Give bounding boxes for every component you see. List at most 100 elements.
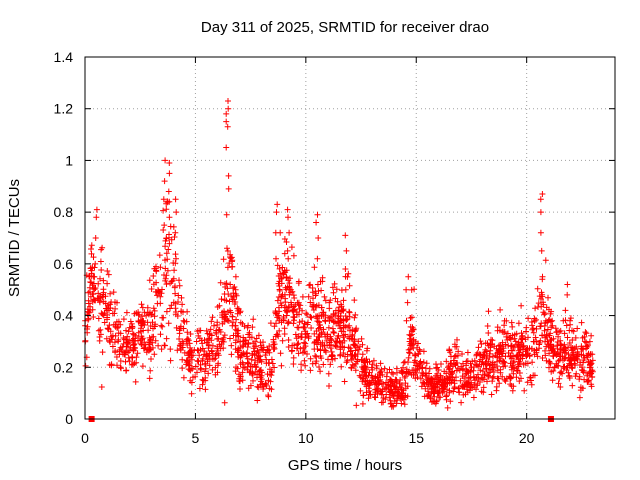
data-point: [317, 368, 324, 375]
x-tick-labels: 0 5 10 15 20: [81, 430, 535, 446]
data-point: [328, 337, 335, 344]
data-point: [159, 323, 166, 330]
data-point: [301, 348, 308, 355]
data-point: [423, 360, 430, 367]
data-point: [537, 337, 544, 344]
data-point: [172, 290, 179, 297]
data-point: [336, 304, 343, 311]
data-point: [443, 393, 450, 400]
y-tick-label: 1: [65, 152, 73, 168]
data-point: [315, 318, 322, 325]
data-point: [561, 330, 568, 337]
data-point: [497, 306, 504, 313]
data-point: [370, 357, 377, 364]
data-point: [477, 367, 484, 374]
data-point: [267, 378, 274, 385]
data-point: [362, 379, 369, 385]
data-point: [157, 300, 164, 307]
data-point: [225, 318, 232, 324]
data-point: [374, 390, 381, 397]
data-point: [410, 326, 417, 332]
data-point: [139, 313, 146, 320]
data-point: [184, 329, 191, 336]
data-point: [285, 344, 292, 350]
data-point: [176, 336, 183, 342]
data-point: [232, 346, 239, 353]
data-point: [475, 344, 482, 351]
data-point: [554, 342, 561, 349]
data-point: [296, 305, 303, 312]
data-point: [249, 369, 256, 376]
data-point: [308, 314, 315, 321]
data-point: [162, 277, 169, 284]
data-point: [504, 330, 511, 337]
data-point: [510, 359, 517, 366]
data-point: [139, 363, 146, 370]
data-point: [328, 352, 335, 359]
data-point: [459, 351, 465, 357]
data-point: [223, 118, 230, 125]
data-point: [222, 316, 229, 323]
data-point: [160, 227, 167, 233]
data-point: [365, 395, 372, 402]
data-point: [316, 334, 323, 341]
data-point: [529, 326, 536, 333]
data-point: [126, 358, 133, 365]
data-point: [365, 372, 372, 379]
data-point: [121, 351, 128, 358]
data-point: [549, 377, 556, 384]
data-point: [149, 339, 156, 346]
data-point: [183, 361, 190, 368]
data-point: [302, 343, 309, 350]
data-point: [314, 337, 321, 344]
data-point: [513, 330, 520, 337]
data-point: [470, 394, 477, 401]
data-point: [452, 362, 459, 368]
data-point: [379, 371, 386, 378]
data-point: [340, 306, 347, 313]
data-point: [570, 328, 577, 335]
data-point: [229, 263, 236, 270]
data-point: [237, 308, 244, 315]
data-point: [295, 299, 302, 306]
data-point: [173, 255, 179, 262]
data-point: [317, 346, 324, 353]
data-point: [162, 237, 169, 244]
data-point: [580, 357, 587, 363]
data-point: [232, 273, 239, 280]
data-point: [223, 297, 230, 304]
data-point: [92, 235, 99, 241]
data-point: [387, 397, 394, 404]
data-point: [294, 324, 301, 331]
data-point: [562, 307, 569, 314]
data-point: [153, 268, 160, 275]
data-point: [581, 338, 588, 345]
data-point: [423, 379, 430, 386]
data-point: [420, 359, 427, 366]
data-point: [342, 232, 349, 239]
data-point: [471, 357, 478, 364]
data-point: [109, 332, 116, 339]
data-point: [455, 365, 462, 372]
data-point: [380, 395, 387, 401]
data-point: [214, 362, 221, 369]
data-point: [177, 345, 184, 352]
data-point: [212, 355, 219, 362]
data-point: [490, 353, 496, 360]
data-point: [296, 319, 303, 326]
data-point: [285, 255, 292, 262]
data-point: [244, 355, 251, 362]
data-point: [90, 254, 97, 261]
data-point: [537, 196, 544, 203]
data-point: [268, 356, 275, 363]
data-point: [326, 318, 333, 324]
data-point: [205, 370, 212, 377]
data-point: [281, 331, 288, 337]
plot-frame: [84, 56, 616, 420]
data-point: [424, 383, 431, 390]
data-point: [196, 352, 203, 359]
axis-ticks: [84, 56, 615, 420]
data-point: [369, 366, 376, 373]
data-point: [550, 367, 557, 374]
